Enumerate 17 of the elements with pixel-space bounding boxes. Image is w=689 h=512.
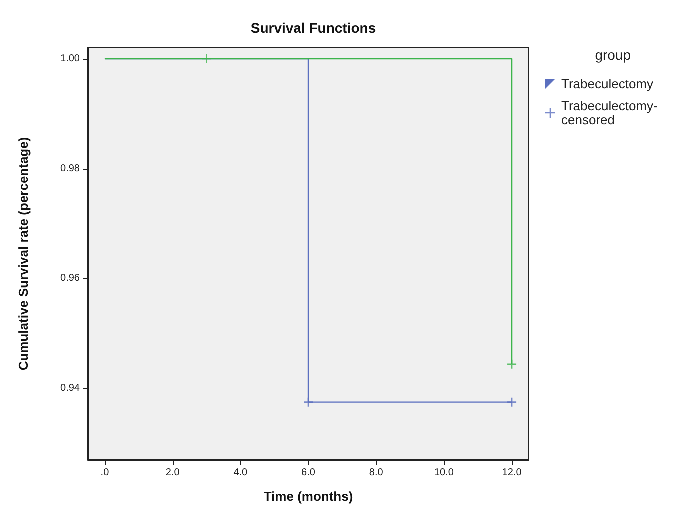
- x-tick-label: 8.0: [369, 468, 384, 478]
- y-tick-label: 0.96: [60, 273, 80, 284]
- legend-label: Trabeculectomy: [562, 76, 654, 92]
- x-tick-label: 12.0: [502, 468, 522, 478]
- legend-title: group: [595, 47, 632, 63]
- y-tick-label: 0.94: [60, 383, 80, 394]
- y-axis-title: Cumulative Survival rate (percentage): [16, 137, 31, 371]
- y-tick-label: 1.00: [60, 53, 80, 64]
- y-tick-label: 0.98: [60, 163, 80, 174]
- x-axis-title: Time (months): [264, 489, 354, 504]
- x-tick-label: 2.0: [166, 468, 180, 478]
- x-tick-label: 4.0: [234, 468, 248, 478]
- legend-label: Trabeculectomy-censored: [562, 98, 658, 128]
- x-tick-label: 10.0: [434, 468, 454, 478]
- x-tick-label: .0: [100, 468, 110, 478]
- chart-title: Survival Functions: [250, 20, 376, 36]
- x-tick-label: 6.0: [302, 468, 316, 478]
